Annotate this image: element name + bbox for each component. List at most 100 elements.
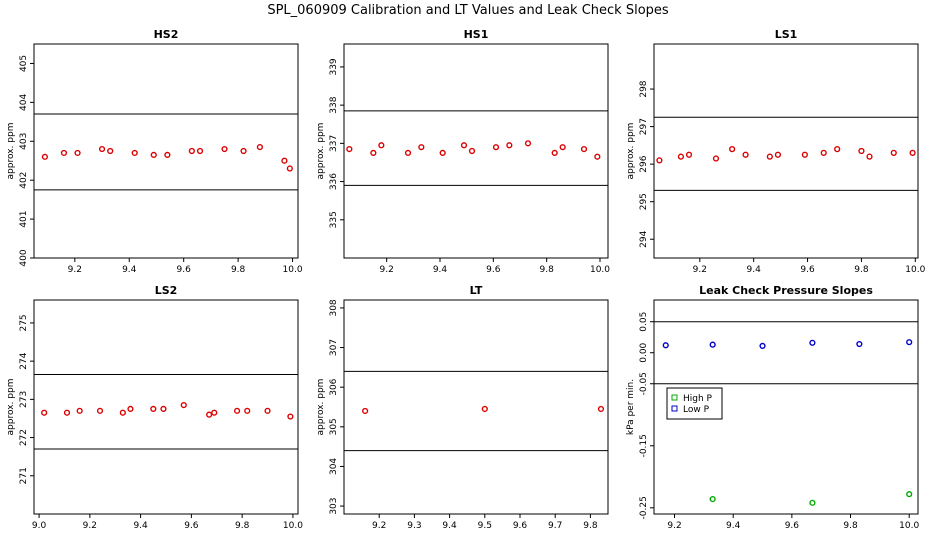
x-tick-label: 9.2 (372, 521, 386, 531)
y-tick-label: 274 (19, 352, 29, 369)
data-point (180, 401, 187, 409)
data-point (233, 407, 241, 414)
panel-lt: LT 9.2 9.3 9.4 9.5 9.6 9.7 9.8 303 304 305 306 307 30… (316, 284, 609, 531)
data-point (524, 140, 532, 147)
x-tick-label: 9.8 (231, 265, 246, 275)
data-point (774, 151, 782, 158)
panel-hs2: HS2 9.2 9.4 9.6 9.8 10.0 400 401 402 403 404 405 app… (6, 28, 303, 275)
data-point (468, 147, 476, 155)
plot-frame (33, 43, 299, 259)
data-point (346, 145, 353, 153)
y-tick-label: 308 (329, 299, 339, 316)
data-point (685, 151, 693, 158)
y-tick-label: 303 (329, 497, 339, 514)
data-point (890, 149, 897, 156)
y-tick-label: 305 (329, 418, 339, 435)
data-point (76, 407, 83, 414)
y-tick-label: 403 (19, 133, 29, 150)
data-point (96, 407, 104, 414)
x-tick-label: 9.5 (478, 521, 492, 531)
y-tick-label: 0.00 (639, 342, 649, 362)
figure-title: SPL_060909 Calibration and LT Values and… (267, 3, 669, 18)
y-tick-label: 401 (19, 210, 29, 227)
data-point (759, 342, 766, 350)
plot-frame (33, 299, 299, 515)
x-tick-label: 9.3 (407, 521, 421, 531)
y-tick-label: 307 (329, 339, 339, 356)
data-point (127, 405, 134, 413)
x-tick-label: 10.0 (283, 521, 303, 531)
data-point (362, 407, 369, 415)
y-axis-label: approx. ppm (316, 379, 326, 436)
data-point (256, 144, 263, 151)
data-point (264, 407, 271, 414)
y-axis-label: approx. ppm (626, 123, 636, 180)
data-point (41, 409, 48, 416)
x-tick-label: 9.6 (177, 265, 192, 275)
y-axis-label: approx. ppm (6, 123, 16, 180)
y-tick-label: 0.05 (639, 312, 649, 332)
data-point (107, 147, 114, 155)
data-point (729, 146, 736, 153)
y-tick-label: 335 (329, 211, 339, 228)
x-tick-label: 9.2 (380, 265, 394, 275)
data-point (856, 340, 863, 348)
plot-frame (653, 43, 919, 259)
data-point (866, 153, 873, 160)
y-tick-label: 336 (329, 173, 339, 190)
panel-ls1: LS1 9.2 9.4 9.6 9.8 10.0 294 295 296 297 298 approx… (626, 28, 926, 275)
x-tick-label: 9.4 (747, 265, 762, 275)
legend-swatch (671, 405, 678, 412)
y-tick-label: 275 (19, 314, 29, 331)
y-tick-label: 339 (329, 58, 339, 75)
panel-title: HS2 (154, 28, 179, 41)
data-point (74, 149, 81, 157)
data-point (150, 405, 157, 413)
x-tick-label: 9.6 (486, 265, 501, 275)
data-point (506, 142, 513, 149)
x-tick-label: 9.6 (513, 521, 528, 531)
data-point (492, 144, 500, 151)
y-tick-label: 405 (19, 55, 29, 72)
data-point (801, 151, 808, 158)
panel-title: Leak Check Pressure Slopes (699, 284, 873, 297)
data-point (188, 147, 195, 155)
data-point (221, 145, 228, 153)
data-point (766, 153, 773, 160)
x-tick-label: 9.4 (726, 521, 741, 531)
data-point (662, 342, 669, 349)
legend-box (666, 387, 723, 420)
y-tick-label: -0.15 (639, 434, 649, 457)
data-point (597, 405, 605, 413)
y-tick-label: 404 (19, 94, 29, 111)
data-point (551, 149, 558, 157)
data-point (404, 149, 412, 157)
data-point (41, 153, 48, 160)
panel-leak-check: Leak Check Pressure Slopes 9.2 9.4 9.6 9.8 10… (626, 284, 919, 531)
plot-frame (653, 299, 919, 515)
x-tick-label: 9.8 (854, 265, 869, 275)
y-tick-label: -0.25 (639, 496, 649, 519)
y-tick-label: 272 (19, 429, 29, 446)
data-point (906, 491, 913, 498)
data-point (809, 339, 816, 346)
data-point (370, 149, 377, 157)
panel-ls2: LS2 9.0 9.2 9.4 9.6 9.8 10.0 271 272 273 274 275 app… (6, 284, 303, 531)
x-tick-label: 9.2 (83, 521, 97, 531)
y-tick-label: 400 (19, 249, 29, 266)
data-point (594, 153, 601, 160)
data-point (742, 151, 749, 158)
data-point (150, 151, 157, 158)
panel-hs1: HS1 9.2 9.4 9.6 9.8 10.0 335 336 337 338 339 approx… (316, 28, 610, 275)
data-point (906, 339, 913, 346)
data-point (709, 341, 716, 348)
panel-title: HS1 (464, 28, 489, 41)
x-tick-label: 9.2 (68, 265, 82, 275)
data-point (677, 153, 685, 160)
x-tick-label: 9.6 (184, 521, 199, 531)
data-point (820, 149, 827, 156)
y-tick-label: 402 (19, 172, 29, 189)
data-point (160, 405, 167, 413)
data-point (439, 149, 446, 157)
data-point (909, 149, 916, 156)
